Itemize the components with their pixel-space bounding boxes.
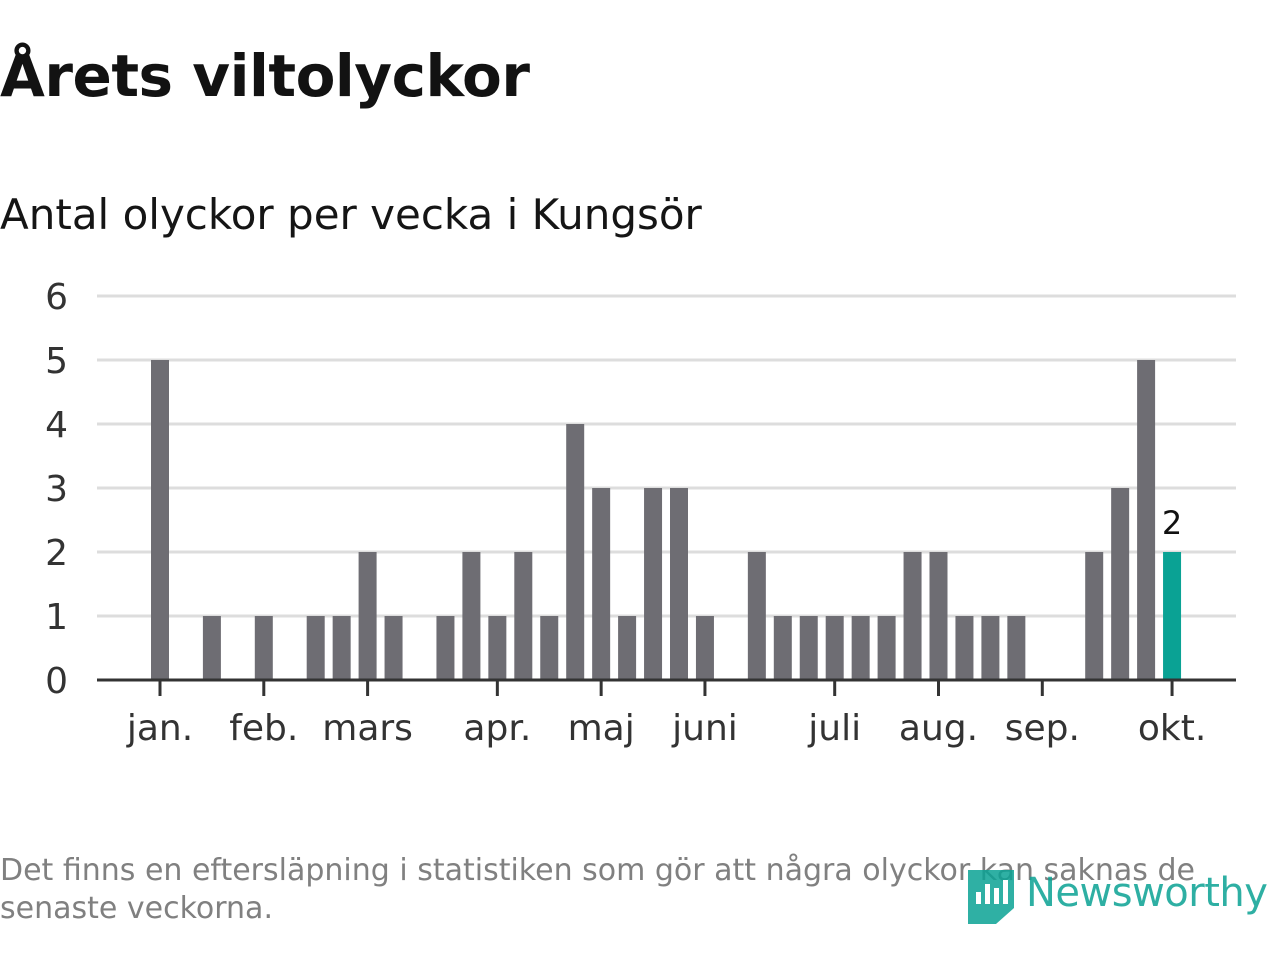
y-tick-label: 0 [45, 661, 68, 702]
highlight-bar [1163, 552, 1182, 680]
bar [488, 616, 507, 680]
y-tick-label: 6 [45, 277, 68, 318]
bar [306, 616, 325, 680]
bar [825, 616, 844, 680]
bar [332, 616, 351, 680]
y-tick-label: 2 [45, 533, 68, 574]
bar [1111, 488, 1130, 680]
x-tick-label: sep. [1005, 708, 1080, 749]
bar [695, 616, 714, 680]
bar [254, 616, 273, 680]
bar [747, 552, 766, 680]
y-tick-label: 5 [45, 341, 68, 382]
data-label: 2 [1162, 504, 1182, 542]
bar [592, 488, 611, 680]
x-tick-label: maj [568, 708, 635, 749]
x-tick-label: mars [322, 708, 413, 749]
bar [773, 616, 792, 680]
x-tick-label: juli [807, 708, 861, 749]
x-tick-label: feb. [229, 708, 298, 749]
bar [851, 616, 870, 680]
bar [877, 616, 896, 680]
bar [514, 552, 533, 680]
newsworthy-logo: Newsworthy [964, 860, 1268, 926]
bar [644, 488, 663, 680]
x-tick-label: juni [671, 708, 738, 749]
bar [462, 552, 481, 680]
bar [618, 616, 637, 680]
x-tick-label: apr. [463, 708, 531, 749]
bar [903, 552, 922, 680]
y-tick-label: 1 [45, 597, 68, 638]
bar [566, 424, 585, 680]
bar [670, 488, 688, 680]
bar [981, 616, 1000, 680]
bar [929, 552, 948, 680]
newsworthy-logo-icon [968, 870, 1014, 924]
x-tick-label: aug. [899, 708, 978, 749]
bar [202, 616, 221, 680]
bar [1085, 552, 1104, 680]
bar [799, 616, 818, 680]
bar [1007, 616, 1026, 680]
x-tick-label: jan. [126, 708, 193, 749]
bar [436, 616, 455, 680]
bar [540, 616, 559, 680]
chart-subtitle: Antal olyckor per vecka i Kungsör [0, 190, 702, 239]
bar [1137, 360, 1156, 680]
y-tick-label: 3 [45, 469, 68, 510]
bar [358, 552, 377, 680]
bar-chart: 0 1 2 3 4 5 6 jan. feb. mars apr. maj juni juli aug. se… [45, 277, 1236, 749]
logo-text: Newsworthy [1026, 870, 1268, 916]
bar [384, 616, 403, 680]
bar [955, 616, 974, 680]
bar [151, 360, 169, 680]
chart-title: Årets viltolyckor [0, 42, 530, 110]
x-tick-label: okt. [1138, 708, 1206, 749]
y-tick-label: 4 [45, 405, 68, 446]
